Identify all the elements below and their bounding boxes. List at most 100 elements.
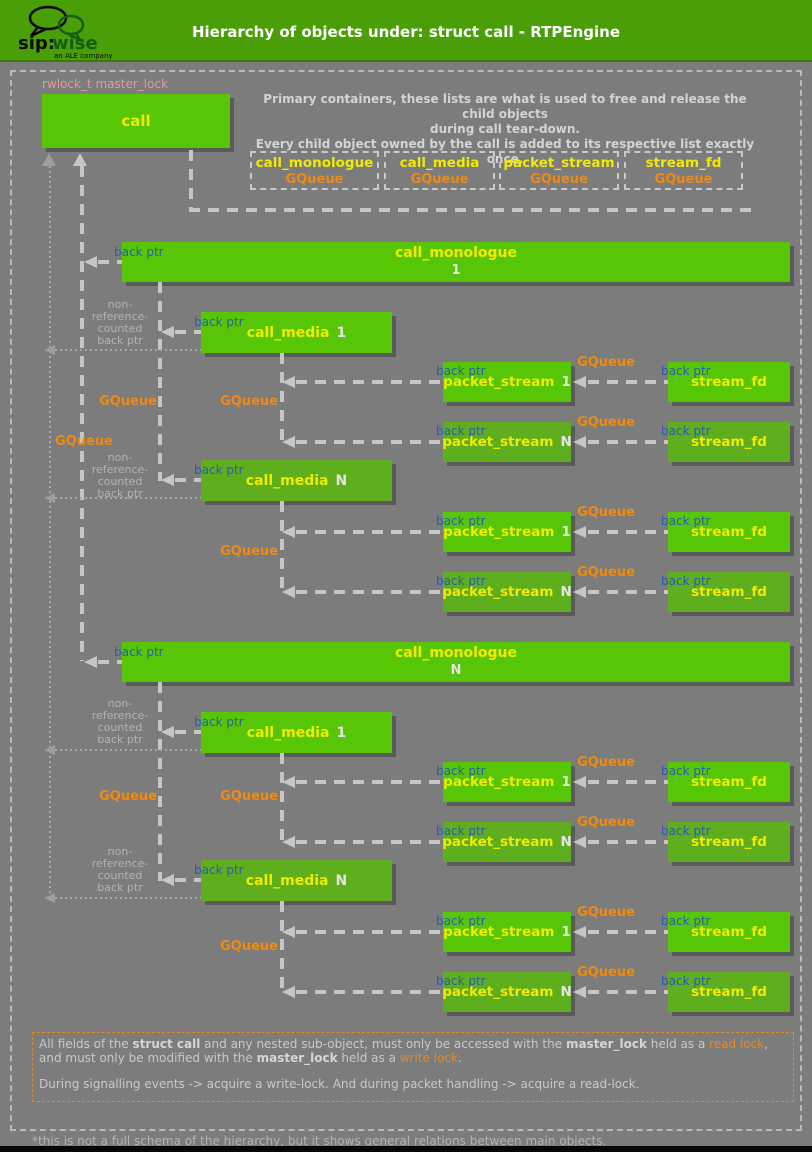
- back-ptr-label: back ptr: [194, 315, 244, 329]
- packet-stream-box: packet_stream N: [442, 422, 572, 462]
- lock-note-line3: During signalling events -> acquire a wr…: [39, 1077, 640, 1091]
- packet-stream-label: packet_stream: [442, 584, 554, 600]
- back-ptr-label: back ptr: [436, 764, 486, 778]
- packet-stream-index: N: [560, 584, 572, 600]
- back-ptr-label: back ptr: [661, 364, 711, 378]
- container-box-packet-stream: packet_stream GQueue: [499, 151, 619, 190]
- gqueue-line: [280, 901, 284, 993]
- call-media-label: call_media: [246, 724, 330, 741]
- gqueue-line: [588, 990, 668, 994]
- lock-note-write-lock: write lock: [399, 1050, 458, 1065]
- back-ptr-line: [80, 166, 84, 661]
- call-media-index: N: [335, 872, 348, 889]
- speech-bubble-tail-icon: [30, 26, 47, 38]
- lock-note-text: All fields of the: [39, 1037, 133, 1051]
- packet-stream-box: packet_stream 1: [443, 512, 571, 552]
- call-media-1-box: call_media 1: [201, 712, 392, 753]
- arrow-left-icon: [161, 474, 174, 486]
- call-media-label: call_media: [245, 872, 329, 889]
- gqueue-label: GQueue: [220, 544, 278, 559]
- container-queue-label: GQueue: [410, 171, 469, 187]
- page-title: Hierarchy of objects under: struct call …: [191, 23, 621, 41]
- packet-stream-label: packet_stream: [442, 834, 554, 850]
- container-queue-label: GQueue: [285, 171, 344, 187]
- non-ref-note: non- reference- counted back ptr: [91, 845, 149, 894]
- lock-note-text: held as a: [646, 1037, 710, 1051]
- back-ptr-line: [296, 930, 443, 934]
- gqueue-line: [280, 753, 284, 843]
- stream-fd-box: stream_fd: [668, 822, 790, 862]
- back-ptr-label: back ptr: [114, 245, 164, 259]
- back-ptr-label: back ptr: [661, 764, 711, 778]
- call-media-index: 1: [336, 724, 347, 741]
- back-ptr-label: back ptr: [436, 364, 486, 378]
- arrow-left-icon: [282, 526, 295, 538]
- gqueue-line: [588, 590, 668, 594]
- arrow-left-icon: [84, 256, 97, 268]
- stream-fd-box: stream_fd: [668, 572, 790, 612]
- arrow-left-icon: [282, 986, 295, 998]
- arrow-left-icon: [573, 926, 586, 938]
- gqueue-line: [280, 501, 284, 593]
- back-ptr-label: back ptr: [114, 645, 164, 659]
- stream-fd-label: stream_fd: [691, 924, 767, 940]
- gqueue-label: GQueue: [220, 939, 278, 954]
- arrow-left-icon: [573, 376, 586, 388]
- gqueue-label: GQueue: [99, 789, 157, 804]
- back-ptr-line: [296, 440, 443, 444]
- packet-stream-index: 1: [561, 374, 571, 390]
- packet-stream-label: packet_stream: [443, 524, 555, 540]
- diagram-frame: [10, 70, 802, 1131]
- primary-containers-note: Primary containers, these lists are what…: [255, 92, 755, 167]
- containers-link-line: [189, 150, 193, 210]
- gqueue-label: GQueue: [577, 505, 635, 520]
- back-ptr-line: [98, 660, 122, 664]
- logo-tagline: an ALE company: [54, 52, 113, 60]
- gqueue-line: [588, 780, 668, 784]
- logo-wise-text: wise: [52, 33, 98, 54]
- header-bar: sip: wise an ALE company Hierarchy of ob…: [0, 0, 812, 62]
- call-monologue-label: call_monologue: [394, 245, 518, 261]
- gqueue-line: [588, 840, 668, 844]
- call-media-1-box: call_media 1: [201, 312, 392, 353]
- gqueue-line: [280, 353, 284, 443]
- packet-stream-label: packet_stream: [443, 924, 555, 940]
- back-ptr-label: back ptr: [436, 824, 486, 838]
- back-ptr-line: [98, 260, 122, 264]
- gqueue-line: [158, 682, 162, 881]
- gqueue-label: GQueue: [577, 415, 635, 430]
- lock-note-read-lock: read lock: [709, 1037, 765, 1051]
- arrow-left-icon: [573, 526, 586, 538]
- lock-note-text: and must only be modified with the: [39, 1050, 257, 1065]
- back-ptr-label: back ptr: [436, 974, 486, 988]
- speech-bubble2-tail-icon: [67, 32, 84, 43]
- stream-fd-label: stream_fd: [691, 774, 767, 790]
- container-queue-label: GQueue: [530, 171, 588, 187]
- back-ptr-label: back ptr: [436, 514, 486, 528]
- non-ref-back-ptr-line: [55, 349, 201, 351]
- arrow-left-icon: [282, 926, 295, 938]
- back-ptr-line: [296, 380, 443, 384]
- packet-stream-box: packet_stream 1: [443, 912, 571, 952]
- lock-note-box: All fields of the struct call and any ne…: [32, 1032, 794, 1102]
- packet-stream-label: packet_stream: [443, 774, 555, 790]
- arrow-left-icon: [573, 436, 586, 448]
- stream-fd-label: stream_fd: [691, 584, 767, 600]
- call-media-index: 1: [336, 324, 347, 341]
- master-lock-label: rwlock_t master_lock: [42, 77, 169, 91]
- packet-stream-index: 1: [561, 924, 571, 940]
- packet-stream-index: 1: [561, 774, 571, 790]
- gqueue-label: GQueue: [55, 434, 113, 449]
- sipwise-logo: sip: wise an ALE company: [18, 5, 113, 60]
- packet-stream-index: N: [560, 834, 572, 850]
- stream-fd-label: stream_fd: [691, 524, 767, 540]
- lock-note-master-lock: master_lock: [565, 1037, 647, 1051]
- gqueue-label: GQueue: [577, 815, 635, 830]
- packet-stream-box: packet_stream N: [442, 822, 572, 862]
- back-ptr-label: back ptr: [436, 914, 486, 928]
- back-ptr-label: back ptr: [661, 824, 711, 838]
- arrow-left-icon: [573, 986, 586, 998]
- container-box-call-media: call_media GQueue: [384, 151, 495, 190]
- packet-stream-box: packet_stream N: [442, 972, 572, 1012]
